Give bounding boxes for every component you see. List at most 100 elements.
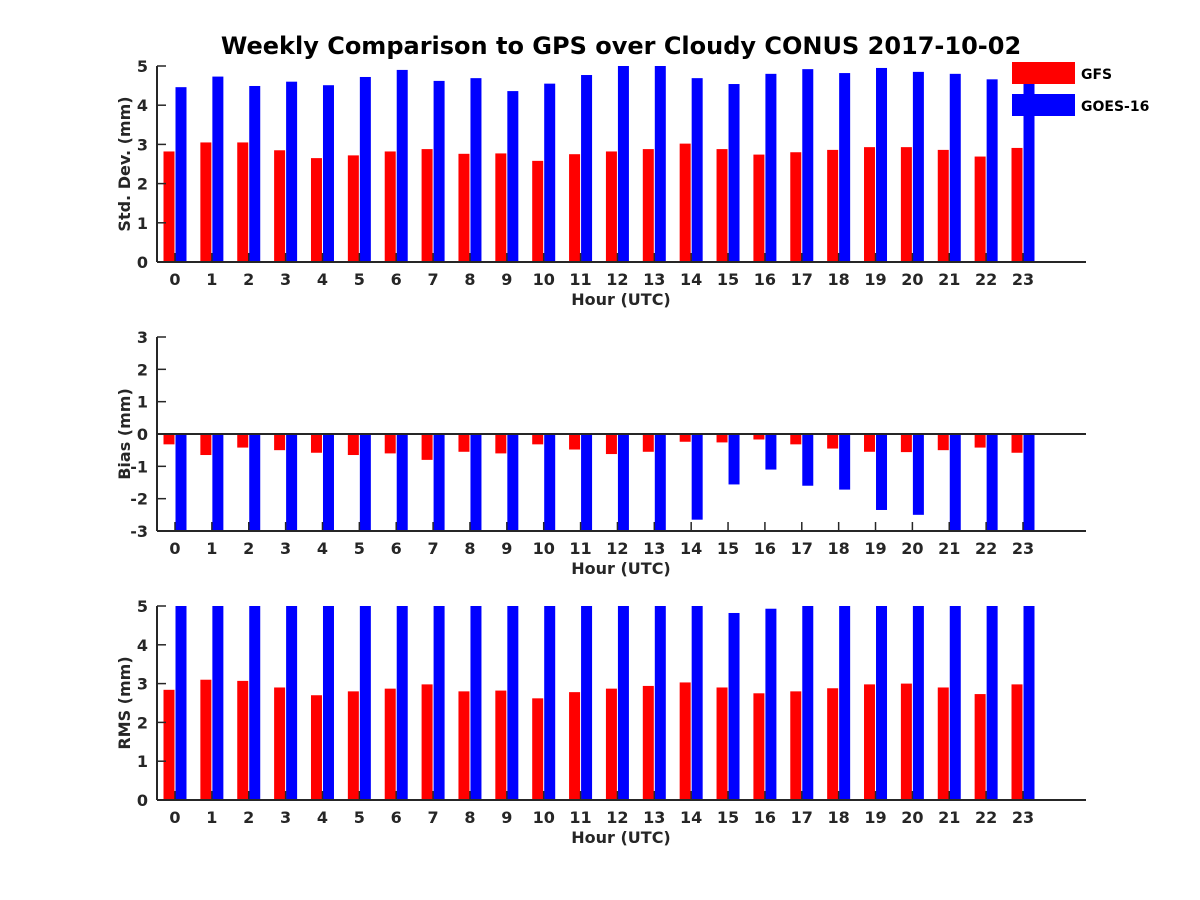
std-dev-bar-gfs-18 [827, 149, 839, 262]
std-dev-xtick-label: 17 [791, 270, 813, 289]
rms-bar-gfs-14 [679, 682, 691, 800]
legend-swatch-gfs [1012, 62, 1075, 84]
bias-xtick-label: 13 [643, 539, 665, 558]
bias-ytick-label: -3 [130, 522, 148, 541]
bias-bar-goes-16-3 [286, 434, 298, 531]
rms-bar-goes-16-19 [876, 606, 888, 800]
std-dev-xtick-label: 12 [606, 270, 628, 289]
rms-xtick-label: 23 [1012, 808, 1034, 827]
bias-bar-gfs-1 [200, 434, 212, 456]
std-dev-xtick-label: 9 [501, 270, 512, 289]
rms-xlabel: Hour (UTC) [571, 828, 671, 847]
rms-bar-gfs-20 [900, 683, 912, 800]
bias-bar-goes-16-13 [654, 434, 666, 531]
std-dev-bar-goes-16-4 [322, 85, 334, 263]
bias-xtick-label: 15 [717, 539, 739, 558]
std-dev-xtick-label: 14 [680, 270, 702, 289]
rms-bar-goes-16-1 [212, 606, 224, 800]
rms-bar-gfs-1 [200, 679, 212, 800]
std-dev-bar-gfs-5 [347, 155, 359, 262]
rms-bar-gfs-15 [716, 687, 728, 800]
std-dev-bar-goes-16-0 [175, 87, 187, 262]
rms-ytick-label: 2 [137, 713, 148, 732]
rms-xtick-label: 12 [606, 808, 628, 827]
std-dev-bar-gfs-10 [532, 160, 544, 262]
legend-label-goes-16: GOES-16 [1081, 99, 1149, 115]
rms-ytick-label: 1 [137, 752, 148, 771]
bias-xtick-label: 21 [938, 539, 960, 558]
std-dev-xtick-label: 10 [533, 270, 555, 289]
std-dev-bar-goes-16-11 [581, 75, 593, 263]
std-dev-bar-goes-16-12 [617, 66, 629, 262]
std-dev-ytick-label: 4 [137, 96, 148, 115]
std-dev-xtick-label: 6 [391, 270, 402, 289]
rms-bar-goes-16-4 [322, 606, 334, 800]
std-dev-xtick-label: 0 [169, 270, 180, 289]
std-dev-xtick-label: 21 [938, 270, 960, 289]
rms-bar-gfs-21 [937, 687, 949, 800]
std-dev-bar-goes-16-21 [949, 73, 961, 262]
bias-bar-gfs-2 [237, 434, 249, 448]
legend-swatch-goes-16 [1012, 94, 1075, 116]
rms-xtick-label: 16 [754, 808, 776, 827]
std-dev-xtick-label: 22 [975, 270, 997, 289]
bias-bar-gfs-19 [864, 434, 876, 452]
std-dev-bar-gfs-0 [163, 151, 175, 262]
bias-xtick-label: 23 [1012, 539, 1034, 558]
std-dev-bar-goes-16-22 [986, 79, 998, 262]
std-dev-ytick-label: 1 [137, 214, 148, 233]
std-dev-bar-goes-16-5 [359, 76, 371, 262]
std-dev-bar-gfs-9 [495, 153, 507, 262]
rms-ytick-label: 3 [137, 675, 148, 694]
std-dev-bar-gfs-22 [974, 156, 986, 262]
bias-bar-gfs-6 [384, 434, 396, 454]
bias-ytick-label: 3 [137, 328, 148, 347]
rms-bar-gfs-12 [605, 688, 617, 800]
rms-bar-goes-16-18 [839, 606, 851, 800]
rms-bar-gfs-18 [827, 688, 839, 800]
std-dev-bar-gfs-16 [753, 154, 765, 262]
std-dev-xtick-label: 15 [717, 270, 739, 289]
bias-bar-gfs-17 [790, 434, 802, 445]
bias-xtick-label: 1 [206, 539, 217, 558]
bias-xtick-label: 20 [901, 539, 923, 558]
bias-ytick-label: 0 [137, 425, 148, 444]
std-dev-xlabel: Hour (UTC) [571, 290, 671, 309]
rms-bar-gfs-11 [569, 692, 581, 800]
bias-bar-gfs-22 [974, 434, 986, 448]
rms-xtick-label: 3 [280, 808, 291, 827]
bias-ytick-label: 1 [137, 393, 148, 412]
bias-bar-gfs-10 [532, 434, 544, 445]
std-dev-xtick-label: 11 [569, 270, 591, 289]
std-dev-xtick-label: 3 [280, 270, 291, 289]
bias-bar-gfs-16 [753, 434, 765, 440]
rms-bar-gfs-6 [384, 688, 396, 800]
std-dev-bar-goes-16-16 [765, 73, 777, 262]
std-dev-bar-gfs-3 [274, 150, 286, 262]
rms-bar-gfs-9 [495, 690, 507, 800]
std-dev-bar-gfs-1 [200, 142, 212, 262]
rms-bar-goes-16-2 [249, 606, 261, 800]
bias-bar-goes-16-18 [839, 434, 851, 490]
rms-bar-gfs-3 [274, 687, 286, 800]
bias-xtick-label: 18 [828, 539, 850, 558]
bias-xtick-label: 16 [754, 539, 776, 558]
bias-bar-gfs-23 [1011, 434, 1023, 453]
std-dev-bar-gfs-17 [790, 152, 802, 262]
rms-xtick-label: 17 [791, 808, 813, 827]
bias-bar-gfs-18 [827, 434, 839, 449]
rms-bar-goes-16-17 [802, 606, 814, 800]
bias-bar-gfs-4 [310, 434, 322, 453]
bias-bar-goes-16-0 [175, 434, 187, 531]
bias-bar-goes-16-11 [581, 434, 593, 531]
rms-xtick-label: 10 [533, 808, 555, 827]
rms-bar-goes-16-23 [1023, 606, 1035, 800]
std-dev-ytick-label: 5 [137, 57, 148, 76]
rms-ylabel: RMS (mm) [115, 656, 134, 749]
std-dev-xtick-label: 2 [243, 270, 254, 289]
bias-ytick-label: -1 [130, 457, 148, 476]
bias-bar-goes-16-7 [433, 434, 445, 531]
std-dev-bar-gfs-12 [605, 151, 617, 262]
std-dev-xtick-label: 4 [317, 270, 328, 289]
bias-bar-goes-16-16 [765, 434, 777, 470]
